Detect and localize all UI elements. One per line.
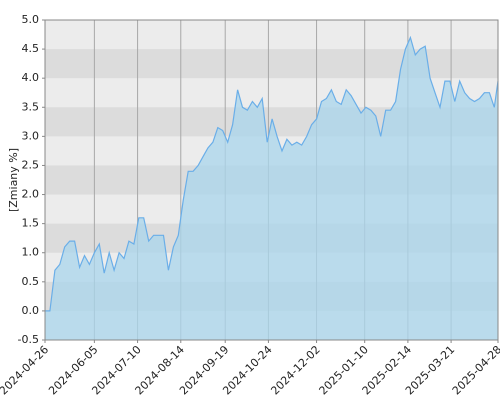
grid-band	[45, 49, 498, 79]
y-tick-label: 0.5	[22, 275, 40, 288]
y-tick-label: 2.0	[22, 188, 40, 201]
y-tick-label: 5.0	[22, 13, 40, 26]
x-tick-label: 2024-04-26	[0, 343, 51, 397]
plot-frame	[44, 19, 499, 341]
y-tick-label: 4.0	[22, 71, 40, 84]
x-tick-label: 2025-04-28	[450, 343, 500, 397]
y-axis-label: [Zmiany %]	[7, 148, 20, 212]
line	[45, 35, 499, 312]
y-tick-label: 2.5	[22, 158, 40, 171]
y-tick-label: 1.0	[22, 246, 40, 259]
y-tick-label: -0.5	[18, 333, 39, 346]
x-tick-label: 2024-12-02	[268, 343, 322, 397]
y-tick-label: 3.5	[22, 100, 40, 113]
y-tick-label: 0.0	[22, 304, 40, 317]
area-fill	[45, 37, 498, 340]
y-tick-label: 3.0	[22, 129, 40, 142]
y-tick-label: 4.5	[22, 42, 40, 55]
y-tick-label: 1.5	[22, 217, 40, 230]
